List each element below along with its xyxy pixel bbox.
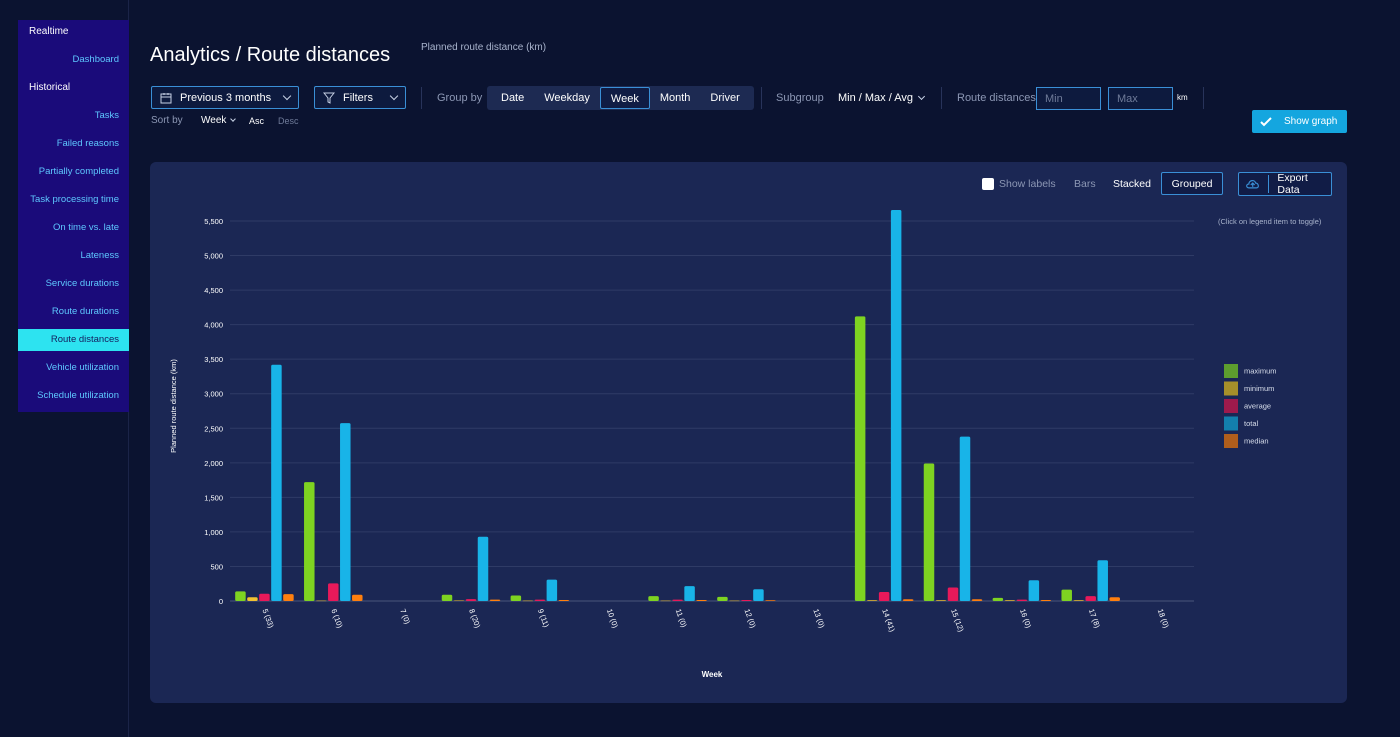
- sort-asc-button[interactable]: Asc: [249, 116, 265, 126]
- sidebar-item-tasks[interactable]: Tasks: [94, 110, 119, 121]
- subgroup-dropdown[interactable]: Min / Max / Avg: [838, 92, 926, 104]
- chart-panel: [150, 162, 1347, 703]
- sort-by-dropdown[interactable]: Week: [201, 115, 237, 126]
- divider: [941, 87, 942, 109]
- min-input[interactable]: [1036, 87, 1101, 110]
- unit-label: km: [1177, 93, 1188, 102]
- check-icon: [1260, 116, 1272, 126]
- sidebar-item-lateness[interactable]: Lateness: [80, 250, 119, 261]
- grouped-button[interactable]: Grouped: [1161, 172, 1223, 195]
- subgroup-value: Min / Max / Avg: [838, 92, 913, 104]
- sort-desc-button[interactable]: Desc: [278, 116, 299, 126]
- cloud-upload-icon: [1246, 180, 1259, 189]
- sort-by-value: Week: [201, 115, 227, 126]
- divider: [1268, 175, 1270, 193]
- stacked-button[interactable]: Stacked: [1113, 178, 1151, 190]
- group-by-selector: Date Weekday Week Month Driver: [487, 86, 754, 110]
- sidebar-section-realtime: Realtime: [29, 26, 69, 37]
- group-by-week[interactable]: Week: [599, 87, 650, 109]
- sidebar-item-on-time-vs-late[interactable]: On time vs. late: [53, 222, 119, 233]
- filters-label: Filters: [343, 91, 373, 104]
- sidebar-item-route-durations[interactable]: Route durations: [51, 306, 119, 317]
- sidebar-item-task-processing-time[interactable]: Task processing time: [30, 194, 119, 205]
- page-subtitle: Planned route distance (km): [421, 42, 547, 53]
- filter-icon: [323, 92, 335, 104]
- chevron-down-icon: [230, 116, 237, 122]
- show-graph-label: Show graph: [1284, 116, 1338, 127]
- period-dropdown-value: Previous 3 months: [180, 91, 272, 104]
- show-graph-button[interactable]: Show graph: [1252, 110, 1347, 133]
- sidebar-item-failed-reasons[interactable]: Failed reasons: [56, 138, 119, 149]
- period-dropdown[interactable]: Previous 3 months: [151, 86, 299, 109]
- sidebar-item-route-distances[interactable]: Route distances: [18, 329, 129, 351]
- sidebar-item-partially-completed[interactable]: Partially completed: [38, 166, 119, 177]
- group-by-weekday[interactable]: Weekday: [544, 92, 590, 104]
- group-by-date[interactable]: Date: [501, 92, 525, 104]
- bars-label: Bars: [1074, 178, 1096, 190]
- sidebar-item-dashboard[interactable]: Dashboard: [72, 54, 119, 65]
- sort-by-label: Sort by: [151, 115, 183, 126]
- divider: [1203, 87, 1204, 109]
- divider: [761, 87, 762, 109]
- sidebar-item-schedule-utilization[interactable]: Schedule utilization: [37, 390, 119, 401]
- route-distances-range-label: Route distances: [957, 92, 1036, 104]
- group-by-month[interactable]: Month: [659, 92, 691, 104]
- divider: [421, 87, 422, 109]
- chevron-down-icon: [282, 91, 292, 101]
- chevron-down-icon: [389, 91, 399, 101]
- group-by-driver[interactable]: Driver: [710, 92, 740, 104]
- group-by-label: Group by: [437, 92, 483, 104]
- max-input[interactable]: [1108, 87, 1173, 110]
- filters-dropdown[interactable]: Filters: [314, 86, 406, 109]
- subgroup-label: Subgroup: [776, 92, 824, 104]
- sidebar-item-vehicle-utilization[interactable]: Vehicle utilization: [46, 362, 119, 373]
- export-data-label: Export Data: [1277, 172, 1308, 196]
- chevron-down-icon: [917, 92, 926, 101]
- legend-hint: (Click on legend item to toggle): [1218, 217, 1322, 226]
- page-title: Analytics / Route distances: [150, 44, 391, 66]
- calendar-icon: [160, 92, 172, 103]
- export-data-button[interactable]: Export Data: [1238, 172, 1332, 196]
- show-labels-label: Show labels: [999, 178, 1056, 190]
- sidebar-item-service-durations[interactable]: Service durations: [45, 278, 119, 289]
- sidebar-region: Realtime Dashboard Historical Tasks Fail…: [0, 0, 129, 737]
- show-labels-checkbox[interactable]: [982, 178, 994, 190]
- sidebar: Realtime Dashboard Historical Tasks Fail…: [18, 20, 129, 412]
- sidebar-section-historical: Historical: [29, 82, 71, 93]
